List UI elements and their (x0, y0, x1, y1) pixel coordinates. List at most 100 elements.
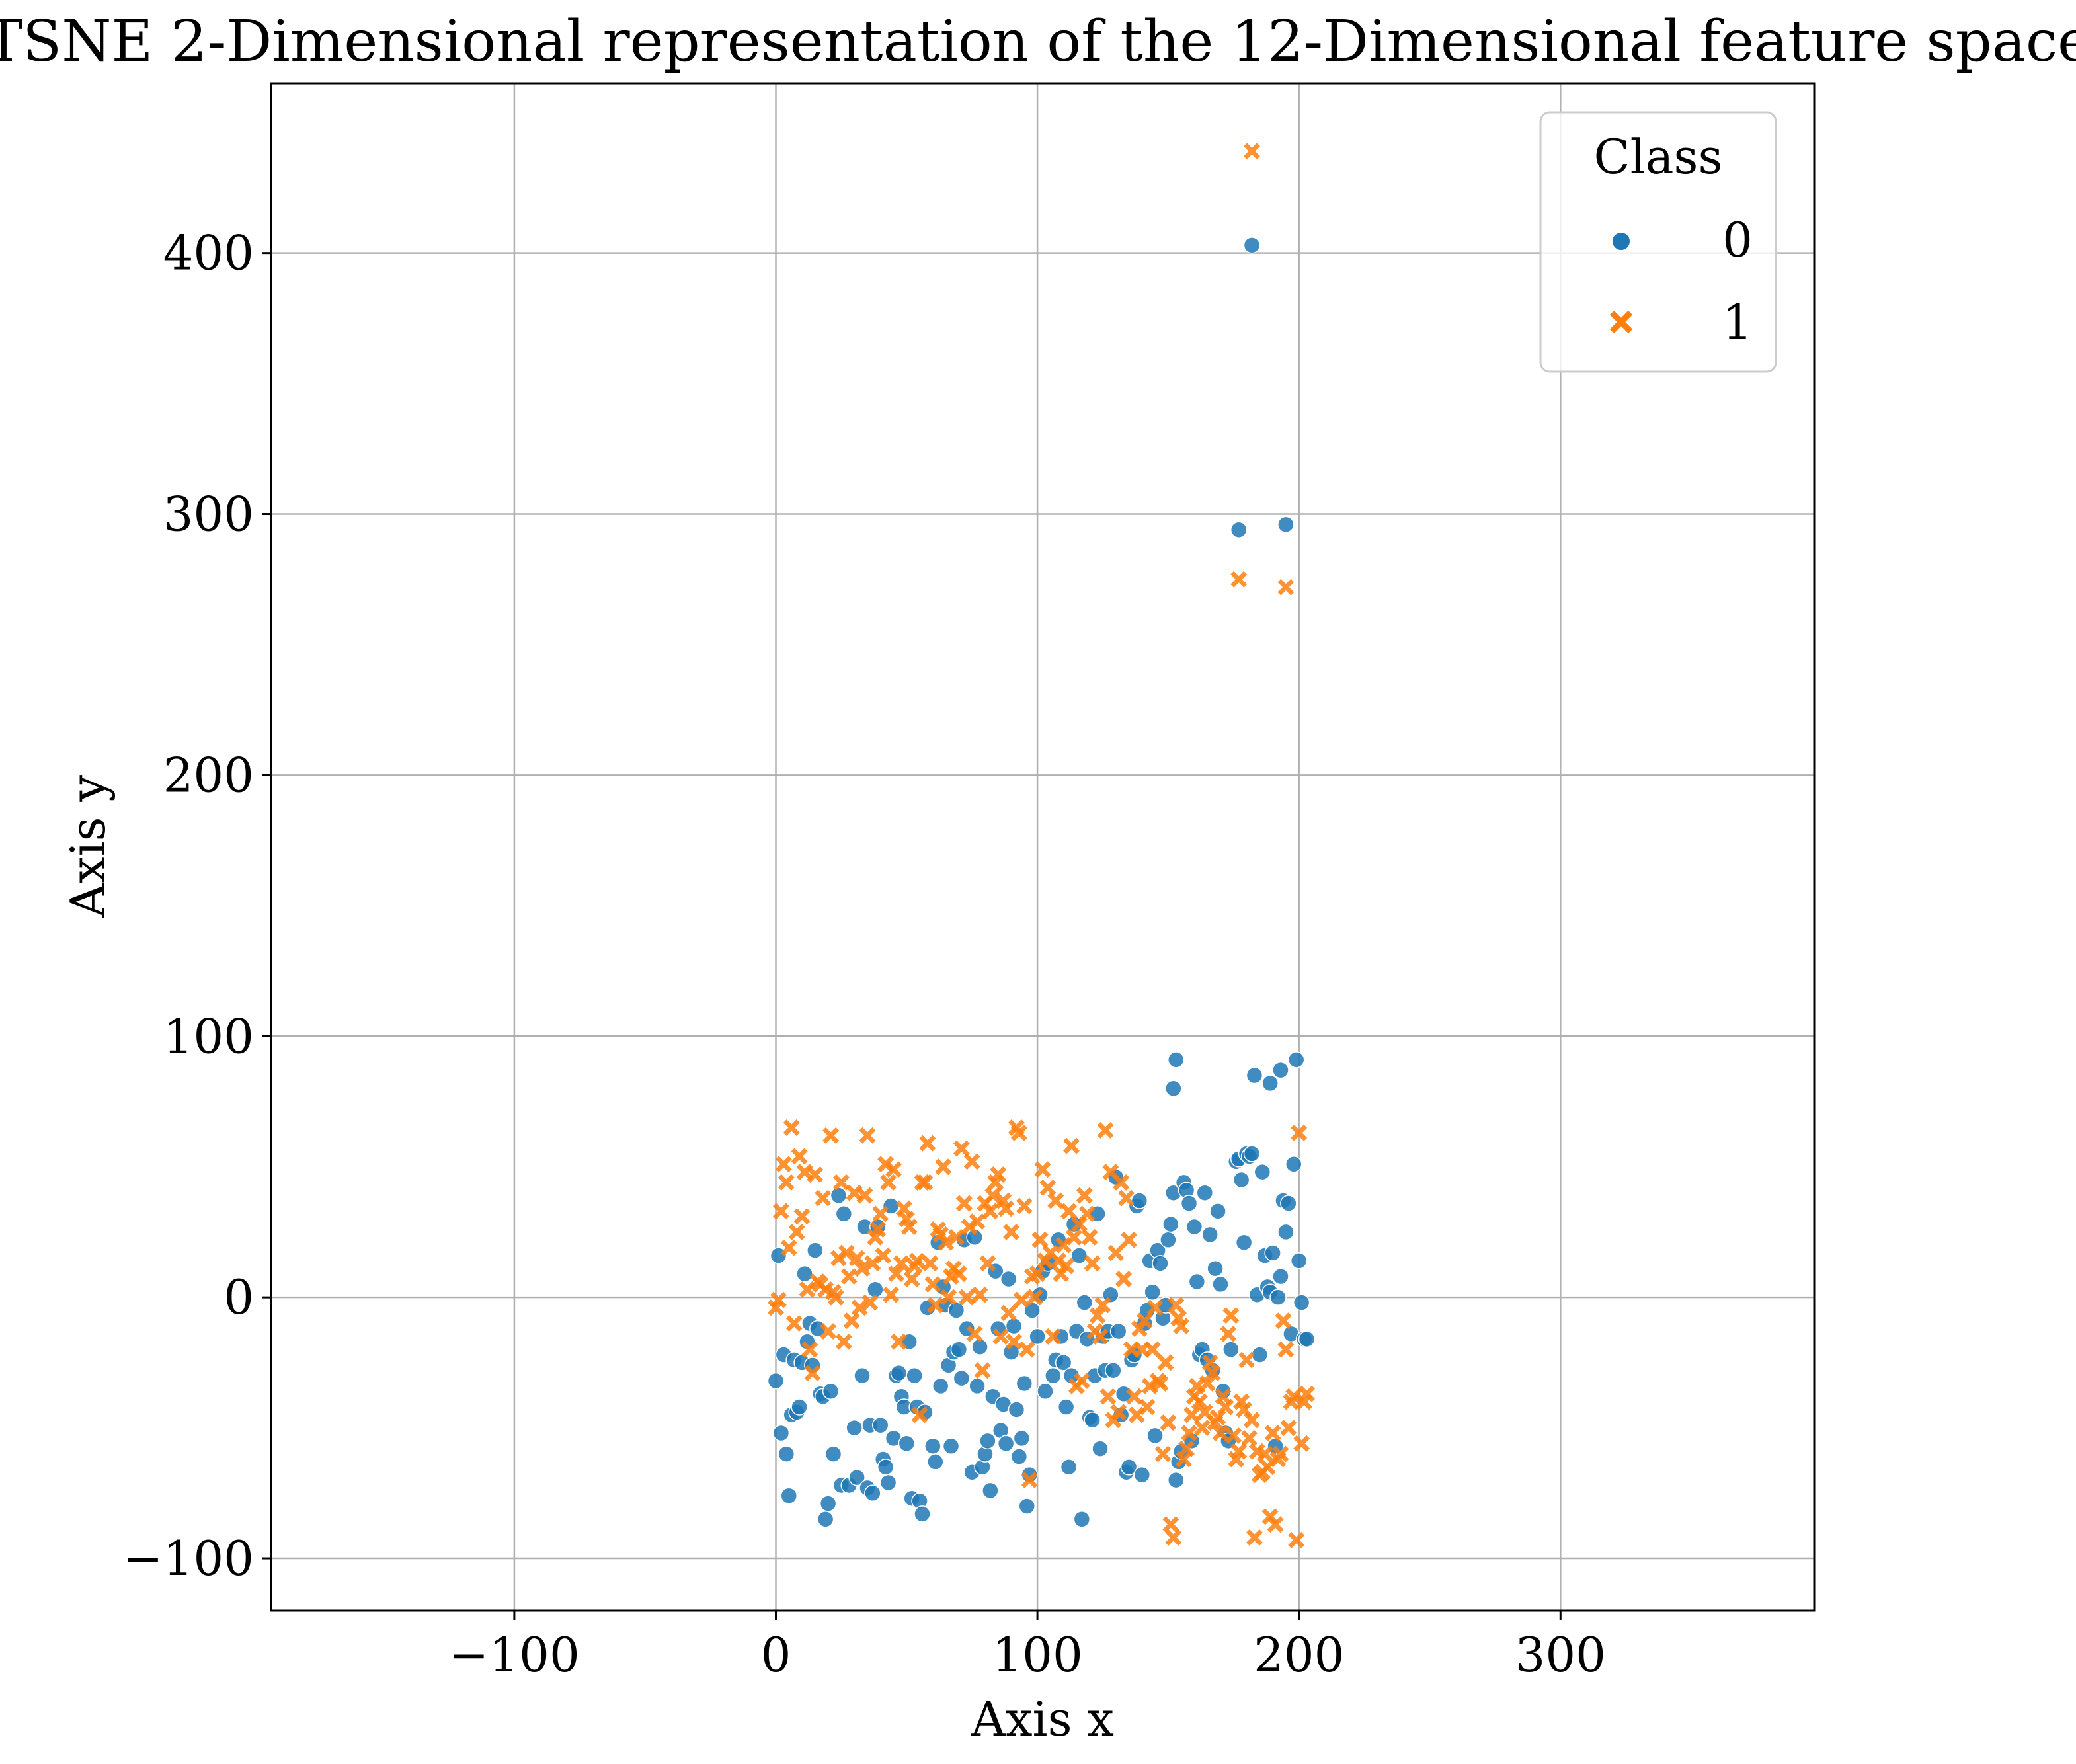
data-point-class-1 (1285, 1388, 1302, 1405)
data-point-class-0 (1000, 1270, 1018, 1288)
data-point-class-1 (919, 1135, 936, 1152)
data-point-class-0 (1013, 1429, 1031, 1447)
data-point-class-1 (1063, 1137, 1080, 1154)
data-point-class-1 (1277, 1341, 1295, 1358)
data-point-class-1 (883, 1286, 900, 1303)
data-point-class-0 (1109, 1322, 1127, 1340)
data-point-class-0 (1235, 1234, 1253, 1251)
data-point-class-0 (906, 1367, 923, 1384)
data-point-class-1 (785, 1315, 803, 1332)
data-point-class-1 (775, 1156, 792, 1173)
data-point-class-1 (1136, 1312, 1153, 1330)
data-point-class-0 (824, 1445, 842, 1463)
data-point-class-1 (893, 1255, 910, 1272)
data-point-class-0 (1010, 1448, 1028, 1465)
plot-frame (270, 82, 1816, 1612)
data-point-class-0 (1084, 1411, 1101, 1429)
data-point-class-1 (1084, 1255, 1101, 1272)
data-point-class-0 (1120, 1459, 1138, 1476)
data-point-class-0 (1264, 1244, 1281, 1262)
data-point-class-0 (1060, 1459, 1078, 1476)
data-point-class-1 (890, 1333, 907, 1350)
data-point-class-0 (942, 1437, 960, 1455)
data-point-class-1 (875, 1247, 892, 1264)
data-point-class-0 (1269, 1289, 1287, 1306)
data-point-class-1 (851, 1299, 868, 1316)
data-point-class-0 (807, 1242, 824, 1259)
data-point-class-1 (1173, 1318, 1190, 1335)
plot-area (270, 82, 1816, 1612)
data-point-class-0 (830, 1187, 848, 1204)
data-point-class-0 (822, 1383, 840, 1400)
data-point-class-0 (1280, 1195, 1297, 1212)
data-point-class-1 (1115, 1271, 1133, 1287)
data-point-class-1 (801, 1341, 818, 1358)
data-point-class-1 (966, 1325, 983, 1342)
data-point-class-0 (846, 1419, 863, 1437)
data-point-class-1 (1225, 1427, 1242, 1444)
data-point-class-1 (838, 1244, 855, 1262)
y-axis-label: Axis y (60, 775, 116, 918)
data-point-class-0 (835, 1205, 853, 1223)
data-point-class-1 (963, 1153, 980, 1170)
data-point-class-1 (1291, 1124, 1308, 1141)
data-point-class-0 (796, 1265, 813, 1283)
data-point-class-1 (950, 1265, 967, 1283)
y-tick-label: 400 (163, 225, 254, 281)
data-point-class-1 (927, 1297, 944, 1314)
data-point-class-1 (947, 1228, 965, 1246)
y-tick-label: 0 (223, 1269, 254, 1325)
data-point-class-1 (820, 1323, 837, 1340)
data-point-class-0 (1160, 1231, 1177, 1249)
data-point-class-1 (1238, 1351, 1256, 1369)
y-axis-ticks: −100 0 100 200 300 400 (123, 225, 271, 1586)
data-point-class-1 (1118, 1189, 1135, 1207)
data-point-class-0 (1092, 1440, 1109, 1457)
data-point-class-1 (791, 1148, 808, 1165)
data-point-class-1 (969, 1213, 986, 1230)
data-point-class-1 (1031, 1231, 1049, 1248)
data-point-class-1 (984, 1187, 1002, 1204)
x-tick-label: 300 (1515, 1627, 1606, 1683)
data-point-class-0 (1185, 1218, 1203, 1236)
data-point-class-0 (1057, 1398, 1075, 1416)
data-point-class-1 (843, 1312, 860, 1330)
data-point-class-1 (1272, 1445, 1289, 1463)
data-point-class-0 (767, 1372, 785, 1390)
data-point-class-0 (1272, 1061, 1289, 1079)
data-point-class-0 (854, 1367, 871, 1384)
data-point-class-0 (879, 1474, 897, 1492)
data-point-class-1 (998, 1200, 1015, 1217)
data-point-class-0 (1016, 1375, 1033, 1392)
data-point-class-1 (924, 1275, 941, 1293)
y-tick-label: 100 (163, 1008, 254, 1064)
data-point-class-0 (1209, 1203, 1226, 1220)
data-point-class-1 (1113, 1174, 1130, 1191)
data-point-class-1 (887, 1265, 904, 1283)
data-point-class-1 (1094, 1297, 1111, 1314)
data-point-class-1 (1097, 1121, 1114, 1139)
data-point-class-1 (1021, 1472, 1038, 1489)
data-point-class-0 (1243, 237, 1261, 254)
data-point-class-0 (932, 1377, 949, 1395)
data-point-class-0 (819, 1495, 837, 1512)
data-point-class-1 (1241, 1429, 1258, 1447)
data-point-class-1 (1157, 1354, 1174, 1371)
data-point-class-0 (1298, 1330, 1316, 1348)
data-point-class-1 (1013, 1291, 1030, 1308)
data-point-class-1 (1125, 1388, 1142, 1405)
data-point-class-1 (1199, 1375, 1216, 1392)
data-point-class-1 (872, 1205, 889, 1223)
data-point-class-1 (869, 1221, 887, 1238)
data-point-class-1 (1220, 1325, 1237, 1342)
data-point-class-1 (1230, 571, 1248, 588)
data-point-class-0 (1144, 1283, 1161, 1301)
x-tick-label: 0 (761, 1627, 791, 1683)
data-point-class-1 (1222, 1307, 1240, 1324)
data-point-class-0 (848, 1468, 865, 1486)
data-point-class-1 (971, 1286, 988, 1303)
data-point-class-1 (770, 1291, 787, 1308)
series-class-0 (767, 237, 1316, 1528)
data-point-class-0 (817, 1511, 834, 1528)
data-point-class-0 (1073, 1511, 1091, 1528)
